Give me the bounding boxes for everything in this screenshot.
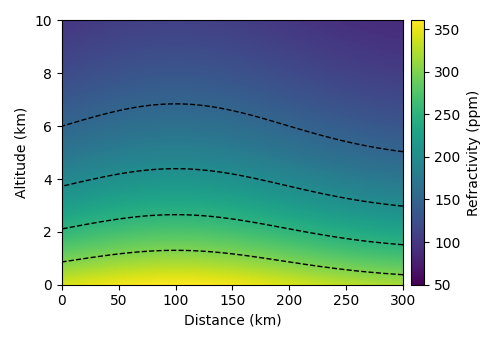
Y-axis label: Altitude (km): Altitude (km) (15, 107, 29, 198)
X-axis label: Distance (km): Distance (km) (184, 314, 282, 328)
Y-axis label: Refractivity (ppm): Refractivity (ppm) (468, 90, 481, 216)
